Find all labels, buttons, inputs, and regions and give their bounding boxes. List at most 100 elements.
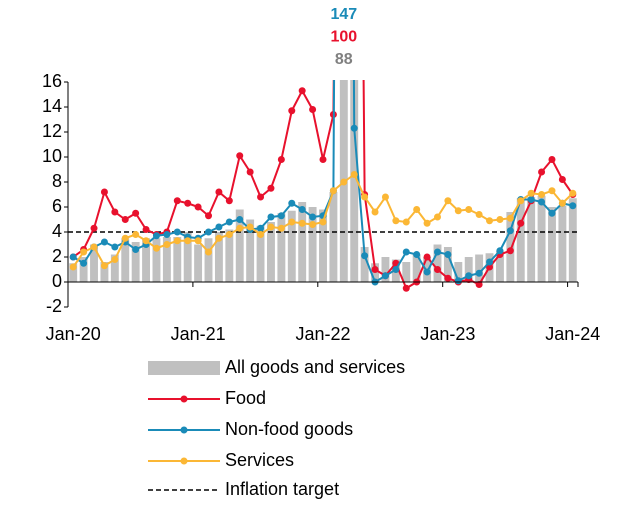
marker	[506, 227, 514, 235]
marker	[132, 246, 140, 253]
marker	[246, 223, 254, 231]
marker	[475, 281, 483, 288]
x-tick-label: Jan-21	[171, 324, 226, 344]
bar	[287, 210, 296, 282]
marker	[371, 208, 379, 216]
marker	[475, 269, 483, 277]
marker	[548, 187, 556, 195]
off-scale-label: 100	[330, 29, 357, 46]
legend-label: All goods and services	[225, 357, 405, 377]
bar	[246, 219, 255, 282]
legend-label: Services	[225, 450, 294, 470]
marker	[527, 196, 535, 203]
bar	[506, 212, 515, 282]
marker	[496, 247, 504, 255]
y-tick-label: 16	[42, 71, 62, 91]
marker	[423, 219, 431, 227]
bar	[152, 238, 161, 282]
marker	[215, 223, 223, 231]
bar	[548, 207, 556, 282]
marker	[465, 206, 473, 213]
marker	[69, 253, 77, 261]
marker	[506, 214, 514, 222]
marker	[402, 284, 410, 292]
marker	[423, 268, 431, 276]
marker	[152, 244, 160, 252]
marker	[236, 152, 244, 160]
marker	[538, 191, 546, 198]
x-tick-label: Jan-24	[545, 324, 600, 344]
marker	[433, 248, 441, 256]
marker	[288, 107, 296, 115]
marker	[225, 218, 233, 226]
legend-swatch	[180, 457, 188, 465]
marker	[194, 237, 202, 245]
bar	[568, 198, 577, 282]
marker	[173, 228, 181, 236]
marker	[454, 207, 462, 215]
marker	[288, 199, 296, 207]
marker	[298, 219, 306, 227]
legend-label: Food	[225, 388, 266, 408]
marker	[163, 231, 171, 238]
marker	[298, 87, 306, 95]
bar	[267, 222, 275, 282]
bar	[433, 244, 442, 282]
y-tick-label: 4	[52, 221, 62, 241]
legend-swatch	[180, 426, 188, 434]
bar	[381, 257, 390, 282]
marker	[496, 216, 504, 223]
marker	[486, 217, 494, 225]
bar	[131, 242, 140, 282]
bar	[277, 213, 286, 282]
marker	[267, 223, 275, 231]
marker	[205, 248, 213, 256]
x-tick-label: Jan-23	[420, 324, 475, 344]
bar	[194, 244, 203, 282]
marker	[100, 238, 108, 246]
legend-label: Non-food goods	[225, 419, 353, 439]
marker	[173, 237, 181, 245]
marker	[111, 243, 119, 251]
marker	[506, 247, 514, 255]
bar	[69, 263, 78, 282]
marker	[381, 272, 389, 280]
marker	[194, 203, 202, 211]
marker	[257, 193, 265, 201]
marker	[215, 234, 223, 242]
marker	[548, 209, 556, 217]
bar	[329, 192, 338, 282]
bar	[402, 262, 411, 282]
bar	[162, 237, 171, 282]
marker	[350, 124, 358, 132]
bar	[90, 244, 98, 282]
bar	[443, 247, 452, 282]
y-tick-label: 10	[42, 146, 62, 166]
marker	[205, 228, 213, 236]
marker	[142, 237, 150, 245]
marker	[475, 211, 483, 218]
bar	[214, 232, 223, 282]
marker	[558, 199, 566, 207]
marker	[111, 208, 119, 216]
marker	[361, 252, 369, 260]
marker	[538, 198, 546, 206]
bar	[412, 254, 421, 282]
marker	[402, 248, 410, 256]
bar	[319, 209, 327, 282]
bar	[558, 205, 567, 282]
bar	[495, 250, 504, 282]
marker	[433, 213, 441, 221]
bar	[454, 262, 463, 282]
marker	[100, 262, 108, 270]
marker	[340, 178, 348, 186]
marker	[152, 232, 160, 240]
marker	[69, 263, 77, 271]
legend-label: Inflation target	[225, 479, 339, 499]
plot-area	[68, 80, 578, 292]
marker	[173, 197, 181, 205]
marker	[517, 219, 525, 227]
marker	[277, 224, 285, 232]
marker	[205, 212, 213, 220]
